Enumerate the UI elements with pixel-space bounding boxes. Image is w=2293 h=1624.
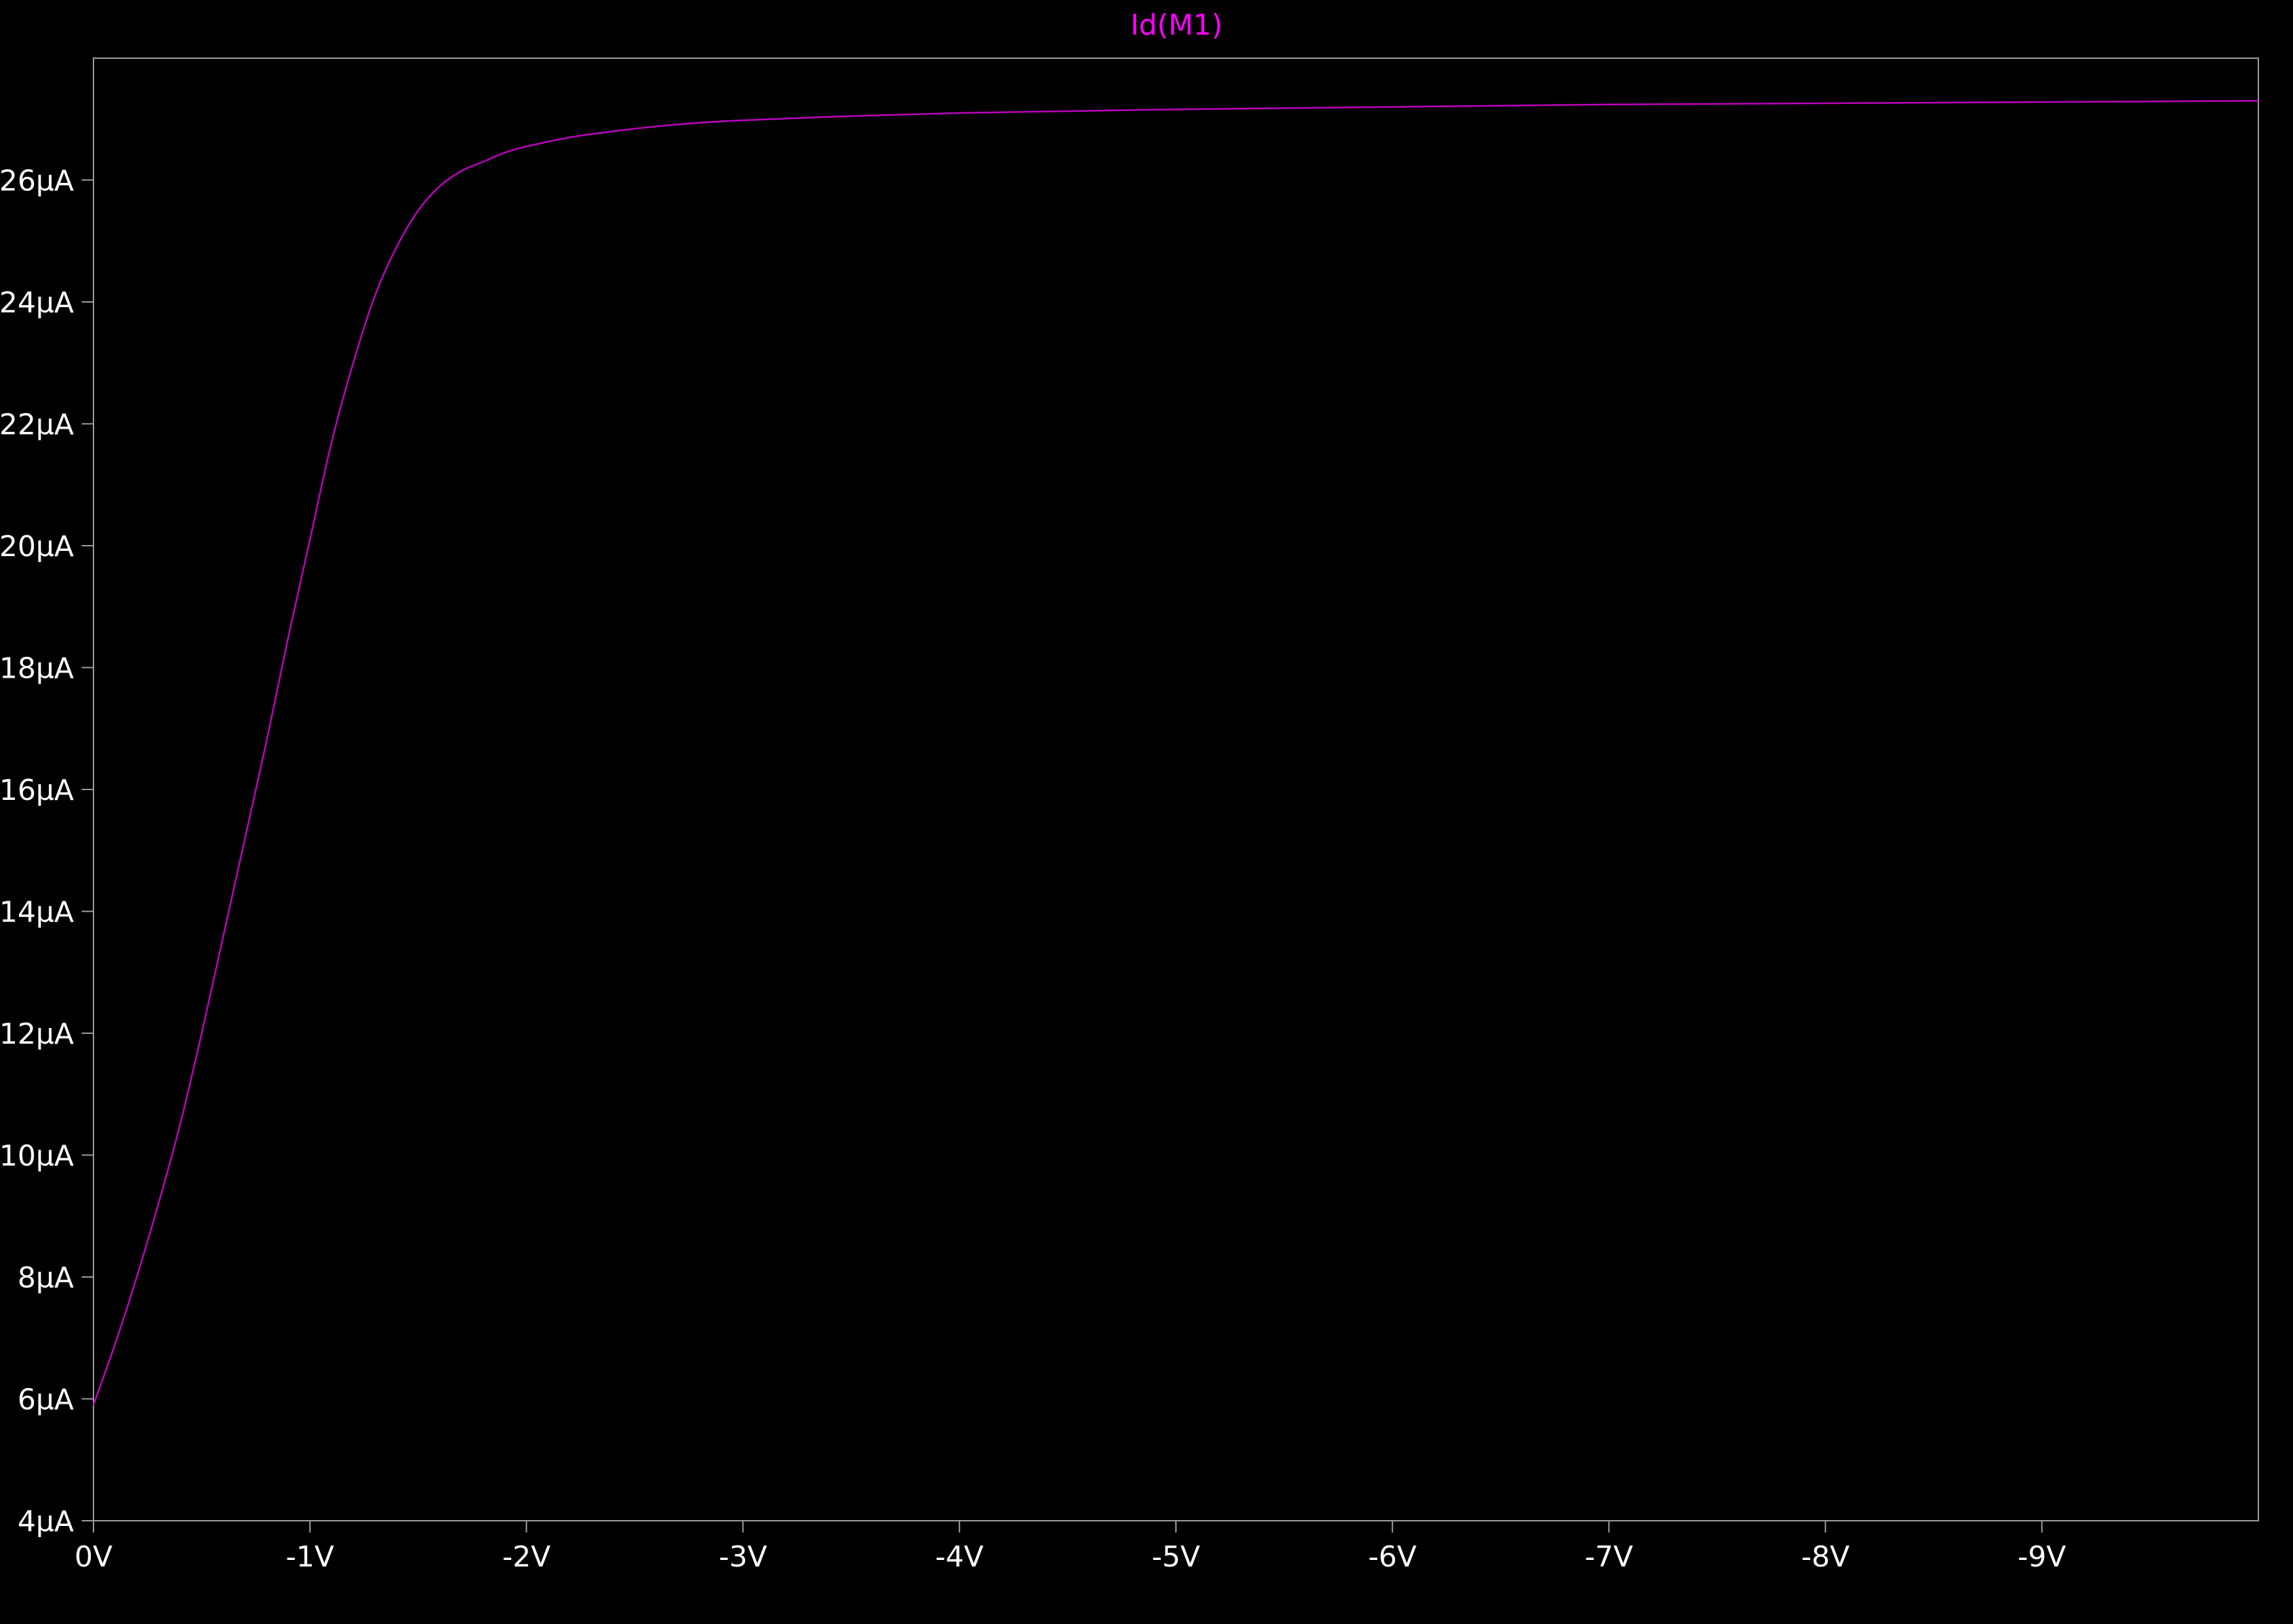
x-tick-label: -4V [935,1540,984,1574]
x-tick-label: -5V [1152,1540,1200,1574]
y-tick-label: 18µA [0,652,74,686]
y-axis: 4µA 6µA 8µA 10µA 12µA 14µA 16µA 18µA 20µA 22µA 24µ… [0,165,93,1538]
y-tick-label: 14µA [0,896,74,929]
y-tick-label: 8µA [18,1261,74,1295]
y-tick-label: 16µA [0,774,74,807]
x-tick-label: -6V [1368,1540,1416,1574]
x-tick-label: 0V [75,1540,112,1574]
x-tick-label: -9V [2018,1540,2066,1574]
x-axis: 0V -1V -2V -3V -4V -5V -6V -7V -8V -9V [75,1521,2066,1574]
y-tick-label: 12µA [0,1018,74,1051]
series-layer [92,100,2259,1406]
y-tick-label: 26µA [0,165,74,198]
y-tick-label: 6µA [18,1384,74,1417]
x-tick-label: -2V [502,1540,550,1574]
y-tick-label: 24µA [0,286,74,320]
y-tick-label: 20µA [0,530,74,563]
x-tick-label: -3V [719,1540,767,1574]
y-tick-label: 10µA [0,1140,74,1173]
y-tick-label: 4µA [18,1505,74,1538]
x-tick-label: -1V [286,1540,334,1574]
y-tick-label: 22µA [0,408,74,442]
chart-title: Id(M1) [1130,8,1222,42]
x-tick-label: -8V [1801,1540,1850,1574]
x-tick-label: -7V [1584,1540,1633,1574]
series-line-id-m1 [92,100,2259,1406]
